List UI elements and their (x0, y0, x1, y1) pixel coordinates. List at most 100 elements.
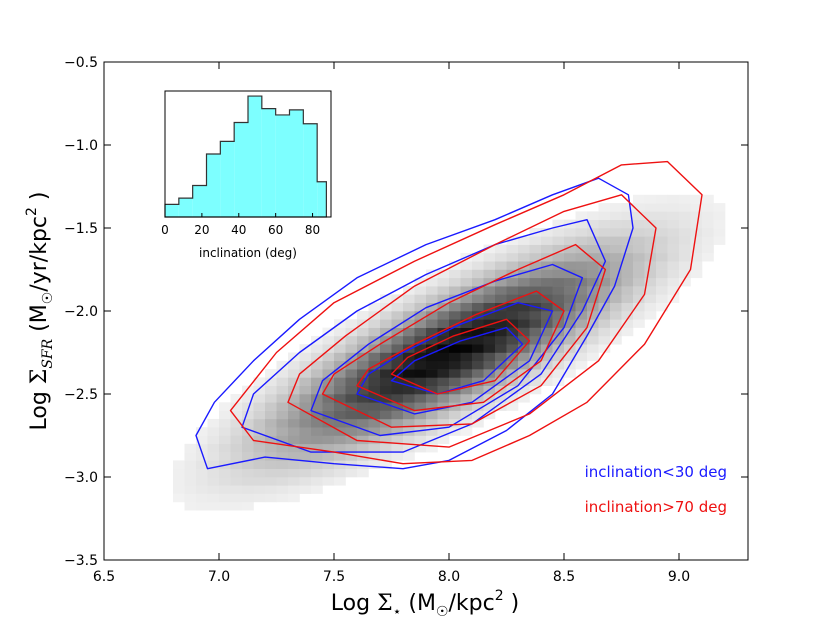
density-bin (506, 302, 519, 312)
density-bin (345, 410, 358, 420)
density-bin (506, 394, 519, 403)
density-bin (414, 394, 427, 403)
density-bin (437, 311, 450, 320)
y-axis-title: Log ΣSFR (M☉/yr/kpc2 ) (24, 191, 56, 430)
density-bin (334, 468, 346, 478)
density-bin (621, 203, 634, 212)
density-bin (690, 261, 703, 270)
density-bin (322, 460, 335, 469)
density-bin (529, 269, 542, 279)
density-bin (230, 410, 243, 420)
density-bin (472, 344, 484, 353)
density-bin (322, 360, 335, 370)
density-bin (380, 460, 392, 469)
density-bin (345, 435, 358, 445)
density-bin (230, 477, 243, 486)
density-bin (391, 410, 404, 420)
density-bin (506, 286, 519, 295)
density-bin (368, 327, 381, 337)
density-bin (426, 344, 438, 353)
density-bin (391, 452, 404, 461)
density-bin (506, 360, 519, 370)
density-bin (702, 244, 714, 254)
density-bin (656, 236, 668, 245)
density-bin (621, 294, 634, 303)
density-bin (483, 277, 496, 287)
density-bin (472, 302, 484, 312)
density-bin (265, 435, 277, 445)
density-bin (196, 485, 208, 494)
density-bin (357, 360, 369, 370)
density-bin (426, 360, 438, 370)
density-bin (207, 477, 220, 486)
density-bin (219, 410, 231, 420)
x-tick-label: 9.0 (668, 569, 690, 585)
density-bin (552, 261, 565, 270)
density-bin (690, 236, 703, 245)
density-bin (357, 427, 369, 436)
density-bin (460, 360, 473, 370)
density-bin (529, 311, 542, 320)
density-bin (610, 228, 622, 237)
density-bin (656, 277, 668, 287)
density-bin (679, 194, 691, 204)
density-bin (437, 385, 450, 395)
density-bin (679, 261, 691, 270)
density-bin (552, 236, 565, 245)
density-bin (437, 394, 450, 403)
density-bin (679, 244, 691, 254)
density-bin (598, 219, 611, 229)
density-bin (610, 286, 622, 295)
density-bin (311, 410, 323, 420)
density-bin (506, 344, 519, 353)
density-bin (253, 493, 266, 503)
density-bin (253, 477, 266, 486)
density-bin (288, 427, 300, 436)
density-bin (368, 452, 381, 461)
density-bin (357, 335, 369, 345)
density-bin (518, 294, 530, 303)
density-bin (345, 402, 358, 411)
density-bin (345, 335, 358, 345)
density-bin (253, 468, 266, 478)
density-bin (345, 418, 358, 428)
density-bin (575, 302, 588, 312)
density-bin (575, 352, 588, 362)
density-bin (230, 501, 243, 511)
density-bin (276, 427, 289, 436)
density-bin (380, 377, 392, 386)
density-bin (483, 311, 496, 320)
y-tick-label: −3.5 (64, 553, 98, 569)
density-bin (414, 435, 427, 445)
density-bin (207, 485, 220, 494)
density-bin (713, 203, 726, 212)
density-bin (288, 435, 300, 445)
density-bin (253, 418, 266, 428)
density-bin (587, 244, 599, 254)
density-bin (368, 385, 381, 395)
inset-frame (164, 90, 332, 218)
density-bin (207, 435, 220, 445)
histogram-bar (165, 204, 179, 217)
density-bin (276, 468, 289, 478)
density-bin (391, 369, 404, 378)
density-bin (265, 369, 277, 378)
density-bin (230, 452, 243, 461)
density-bin (598, 277, 611, 287)
density-bin (598, 228, 611, 237)
density-bin (529, 352, 542, 362)
density-bin (299, 418, 312, 428)
density-bin (437, 269, 450, 279)
density-bin (437, 360, 450, 370)
density-bin (621, 228, 634, 237)
density-bin (564, 352, 576, 362)
density-bin (621, 261, 634, 270)
density-bin (230, 493, 243, 503)
density-bin (414, 369, 427, 378)
density-bin (575, 219, 588, 229)
density-bin (713, 236, 726, 245)
density-bin (357, 443, 369, 453)
density-bin (472, 385, 484, 395)
density-bin (483, 319, 496, 328)
density-bin (345, 427, 358, 436)
